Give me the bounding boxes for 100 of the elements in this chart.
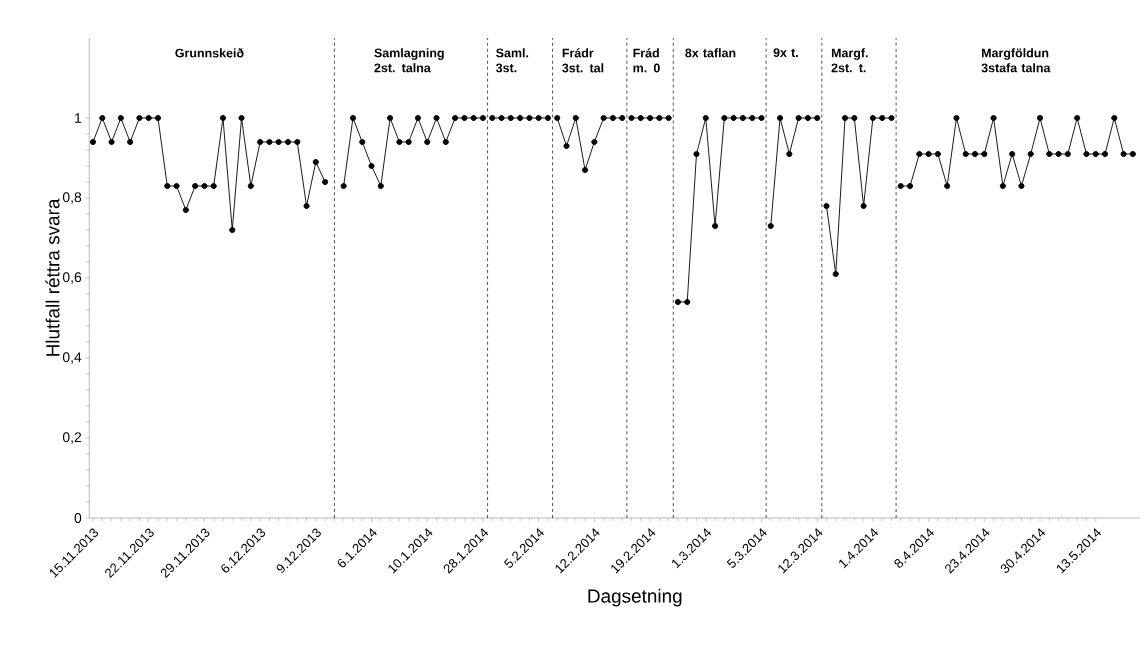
point — [1064, 150, 1071, 158]
point — [470, 114, 477, 122]
point — [1083, 150, 1090, 158]
point — [786, 150, 793, 158]
point — [182, 206, 189, 214]
point — [396, 138, 403, 146]
point — [869, 114, 876, 122]
point — [117, 114, 124, 122]
point — [210, 182, 217, 190]
annotation: Grunnskeið — [175, 48, 244, 58]
y-tick-label: 0,4 — [62, 352, 82, 364]
point — [814, 114, 821, 122]
point — [266, 138, 273, 146]
point — [238, 114, 245, 122]
point — [702, 114, 709, 122]
point — [721, 114, 728, 122]
point — [173, 182, 180, 190]
point — [684, 298, 691, 306]
point — [795, 114, 802, 122]
point — [971, 150, 979, 158]
point — [517, 114, 524, 122]
point — [1074, 114, 1081, 122]
point — [257, 138, 264, 146]
point — [229, 226, 236, 234]
annotation: Saml. 3st. — [495, 48, 529, 73]
point — [1036, 114, 1044, 122]
point — [637, 114, 644, 122]
annotation: Margf. 2st. t. — [831, 48, 868, 73]
point — [572, 114, 579, 122]
y-tick-label: 0,8 — [62, 192, 82, 204]
point — [145, 114, 152, 122]
point — [563, 142, 570, 150]
point — [303, 202, 310, 210]
point — [656, 114, 663, 122]
point — [582, 166, 589, 174]
point — [990, 114, 997, 122]
point — [192, 182, 199, 190]
point — [554, 114, 561, 122]
point — [1018, 182, 1025, 190]
point — [387, 114, 394, 122]
annotation: Frád m. 0 — [633, 48, 660, 73]
point — [544, 114, 551, 122]
point — [349, 114, 356, 122]
point — [99, 114, 106, 122]
point — [842, 114, 849, 122]
point — [674, 298, 681, 306]
point — [108, 138, 115, 146]
point — [906, 182, 914, 190]
point — [628, 114, 635, 122]
point — [730, 114, 737, 122]
point — [1111, 114, 1118, 122]
point — [284, 138, 292, 146]
point — [1120, 150, 1127, 158]
point — [507, 114, 514, 122]
point — [767, 222, 774, 230]
point — [591, 138, 598, 146]
point — [424, 138, 431, 146]
point — [414, 114, 421, 122]
point — [934, 150, 941, 158]
point — [823, 202, 830, 210]
point — [1129, 150, 1136, 158]
point — [1055, 150, 1062, 158]
point — [368, 162, 375, 170]
annotation: 9x t. — [773, 48, 798, 58]
point — [442, 138, 449, 146]
point — [1101, 150, 1109, 158]
point — [201, 182, 208, 190]
point — [609, 114, 616, 122]
y-tick-label: 0 — [74, 513, 82, 523]
point — [916, 150, 923, 158]
point — [944, 182, 951, 190]
y-tick-label: 0,2 — [62, 432, 82, 444]
point — [749, 114, 756, 122]
point — [535, 114, 542, 122]
point — [851, 114, 858, 122]
point — [1009, 150, 1016, 158]
point — [89, 138, 97, 146]
point — [981, 150, 988, 158]
point — [1092, 150, 1099, 158]
point — [1027, 150, 1034, 158]
point — [461, 114, 468, 122]
point — [665, 114, 672, 122]
point — [433, 114, 440, 122]
point — [1046, 150, 1053, 158]
y-tick-label: 0,6 — [62, 272, 82, 284]
point — [647, 114, 654, 122]
y-axis-title: Hlutfall réttra svara — [45, 198, 60, 356]
point — [136, 114, 143, 122]
point — [832, 270, 839, 278]
annotation: 8x taflan — [685, 48, 736, 58]
point — [294, 138, 301, 146]
point — [739, 114, 746, 122]
point — [275, 138, 282, 146]
point — [600, 114, 607, 122]
point — [127, 138, 134, 146]
point — [219, 114, 227, 122]
point — [925, 150, 932, 158]
point — [154, 114, 162, 122]
point — [340, 182, 347, 190]
point — [489, 114, 496, 122]
